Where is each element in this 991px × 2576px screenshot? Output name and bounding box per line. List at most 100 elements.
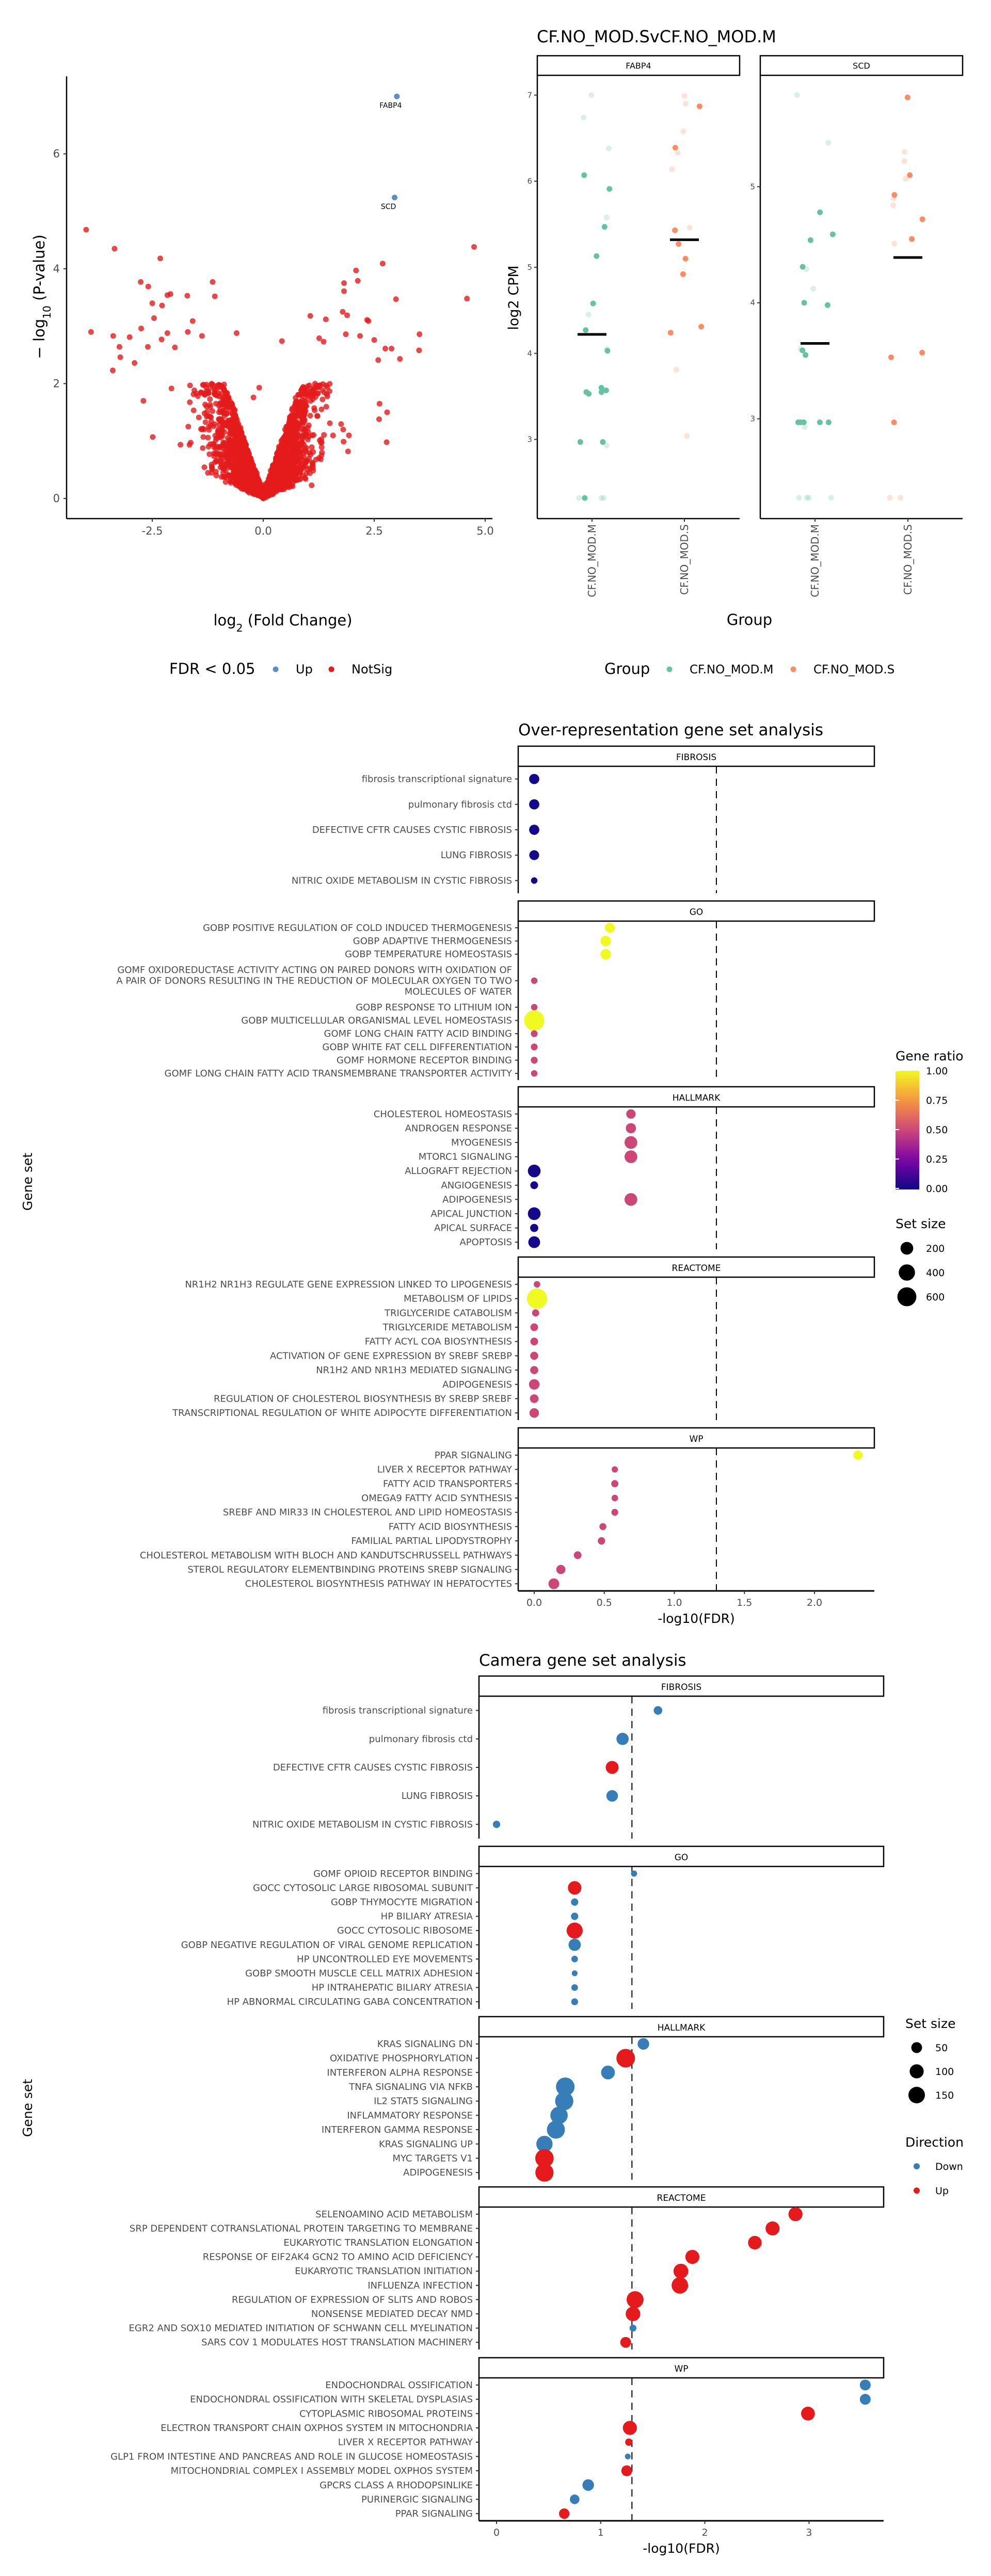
gene-set-dot bbox=[653, 1706, 663, 1715]
facet-panel-reactome: REACTOME NR1H2 NR1H3 REGULATE GENE EXPRES… bbox=[172, 1256, 875, 1420]
volcano-point-notsig bbox=[228, 458, 234, 464]
gene-set-dot bbox=[528, 1236, 540, 1248]
sample-point-faded bbox=[682, 101, 689, 107]
label-line: MOLECULES OF WATER bbox=[405, 987, 512, 997]
gene-set-label: FAMILIAL PARTIAL LIPODYSTROPHY bbox=[351, 1536, 513, 1547]
gene-set-dot bbox=[598, 1537, 605, 1545]
sample-point bbox=[676, 241, 682, 247]
gene-set-dot bbox=[621, 2465, 632, 2476]
volcano-point-notsig bbox=[224, 461, 230, 467]
volcano-point-notsig bbox=[117, 354, 123, 360]
gene-set-dot bbox=[626, 2306, 641, 2322]
gene-set-label: INFLUENZA INFECTION bbox=[367, 2280, 473, 2291]
volcano-point-notsig bbox=[338, 421, 344, 427]
colorbar-tick-label: 0.00 bbox=[926, 1183, 948, 1195]
gene-set-dot bbox=[530, 1351, 538, 1360]
volcano-point-notsig bbox=[149, 300, 155, 307]
volcano-point-notsig bbox=[295, 403, 301, 409]
sample-point bbox=[672, 227, 678, 233]
volcano-point-notsig bbox=[321, 432, 327, 438]
volcano-point-notsig bbox=[218, 409, 224, 415]
x-axis-title: -log10(FDR) bbox=[658, 1611, 734, 1626]
legend-label: NotSig bbox=[351, 662, 392, 677]
volcano-point-notsig bbox=[309, 460, 315, 466]
gene-set-label: INTERFERON ALPHA RESPONSE bbox=[327, 2067, 473, 2078]
gene-set-label: REGULATION OF EXPRESSION OF SLITS AND RO… bbox=[232, 2294, 473, 2305]
gene-set-dot bbox=[571, 1956, 578, 1962]
volcano-point-notsig bbox=[210, 279, 216, 285]
volcano-point-notsig bbox=[207, 396, 213, 402]
direction-key-label: Up bbox=[935, 2185, 949, 2197]
gene-set-label: RESPONSE OF EIF2AK4 GCN2 TO AMINO ACID D… bbox=[203, 2252, 473, 2263]
gene-set-label: INFLAMMATORY RESPONSE bbox=[347, 2110, 473, 2121]
volcano-point-notsig bbox=[345, 448, 351, 455]
volcano-point-notsig bbox=[273, 474, 279, 480]
volcano-point-notsig bbox=[321, 339, 327, 345]
facet-strip bbox=[517, 1256, 875, 1278]
gene-set-dot bbox=[571, 1984, 578, 1991]
gene-set-label: TRIGLYCERIDE CATABOLISM bbox=[384, 1308, 512, 1318]
gene-set-label: fibrosis transcriptional signature bbox=[323, 1705, 473, 1716]
volcano-point-notsig bbox=[228, 417, 234, 423]
volcano-point-notsig bbox=[371, 337, 377, 343]
volcano-point-notsig bbox=[220, 401, 226, 407]
sample-point-faded bbox=[673, 366, 679, 373]
x-axis-title: -log10(FDR) bbox=[643, 2541, 720, 2556]
gene-set-label: FATTY ACYL COA BIOSYNTHESIS bbox=[365, 1337, 512, 1347]
sample-point-faded bbox=[686, 224, 693, 231]
volcano-point-notsig bbox=[250, 463, 256, 469]
gene-set-dot bbox=[531, 1043, 538, 1051]
gene-set-dot bbox=[631, 1870, 637, 1877]
volcano-point-notsig bbox=[201, 382, 207, 388]
gene-set-label: HP ABNORMAL CIRCULATING GABA CONCENTRATI… bbox=[227, 1997, 473, 2007]
sample-point-faded bbox=[684, 433, 690, 439]
volcano-point-notsig bbox=[264, 484, 270, 490]
sample-point bbox=[698, 324, 705, 330]
legend-title: Set size bbox=[896, 1216, 946, 1231]
volcano-point-up bbox=[394, 93, 400, 100]
volcano-points bbox=[83, 93, 477, 502]
gene-set-dot bbox=[528, 1164, 541, 1178]
gene-set-label: GOBP NEGATIVE REGULATION OF VIRAL GENOME… bbox=[181, 1940, 473, 1951]
gene-set-label: REGULATION OF CHOLESTEROL BIOSYNTHESIS B… bbox=[214, 1393, 512, 1404]
gene-set-label: pulmonary fibrosis ctd bbox=[369, 1734, 473, 1745]
sample-point bbox=[672, 144, 678, 151]
legend-title: Group bbox=[604, 660, 650, 678]
x-tick-label: CF.NO_MOD.S bbox=[902, 524, 914, 595]
sample-point bbox=[583, 327, 589, 333]
volcano-point-notsig bbox=[290, 480, 296, 486]
volcano-point-notsig bbox=[243, 484, 249, 490]
volcano-point-notsig bbox=[184, 293, 190, 299]
gene-set-label: SREBF AND MIR33 IN CHOLESTEROL AND LIPID… bbox=[223, 1507, 512, 1518]
gene-set-label: GLP1 FROM INTESTINE AND PANCREAS AND ROL… bbox=[110, 2451, 473, 2462]
volcano-point-notsig bbox=[302, 475, 308, 481]
gene-set-dot bbox=[600, 936, 611, 946]
volcano-point-notsig bbox=[286, 419, 292, 425]
ora-dot-plot: Over-representation gene set analysis FIB… bbox=[20, 721, 964, 1626]
sample-point bbox=[601, 224, 608, 230]
volcano-point-notsig bbox=[417, 331, 423, 337]
gene-set-dot bbox=[625, 1136, 637, 1149]
y-axis-title: log2 CPM bbox=[506, 265, 522, 330]
gene-set-dot bbox=[606, 1790, 618, 1802]
sample-point bbox=[586, 391, 592, 397]
direction-key-dot bbox=[914, 2163, 920, 2169]
volcano-point-notsig bbox=[307, 449, 313, 456]
gene-set-dot bbox=[530, 1366, 538, 1374]
volcano-point-notsig bbox=[357, 333, 363, 339]
gene-set-label: fibrosis transcriptional signature bbox=[362, 774, 512, 785]
gene-set-dot bbox=[530, 1323, 538, 1331]
x-tick-label: 5.0 bbox=[476, 525, 493, 537]
plot-title: Camera gene set analysis bbox=[479, 1651, 686, 1670]
volcano-point-notsig bbox=[318, 444, 325, 450]
volcano-point-notsig bbox=[294, 434, 300, 441]
volcano-point-notsig bbox=[138, 279, 144, 285]
legend-key-dot bbox=[790, 666, 796, 672]
gene-set-label: GOCC CYTOSOLIC LARGE RIBOSOMAL SUBUNIT bbox=[253, 1882, 473, 1893]
volcano-point-notsig bbox=[201, 391, 207, 397]
legend-label: Up bbox=[296, 662, 313, 677]
gene-set-dot bbox=[625, 1150, 637, 1163]
volcano-point-notsig bbox=[298, 465, 304, 471]
volcano-point-notsig bbox=[279, 437, 285, 443]
gene-set-label: EUKARYOTIC TRANSLATION ELONGATION bbox=[283, 2237, 473, 2248]
